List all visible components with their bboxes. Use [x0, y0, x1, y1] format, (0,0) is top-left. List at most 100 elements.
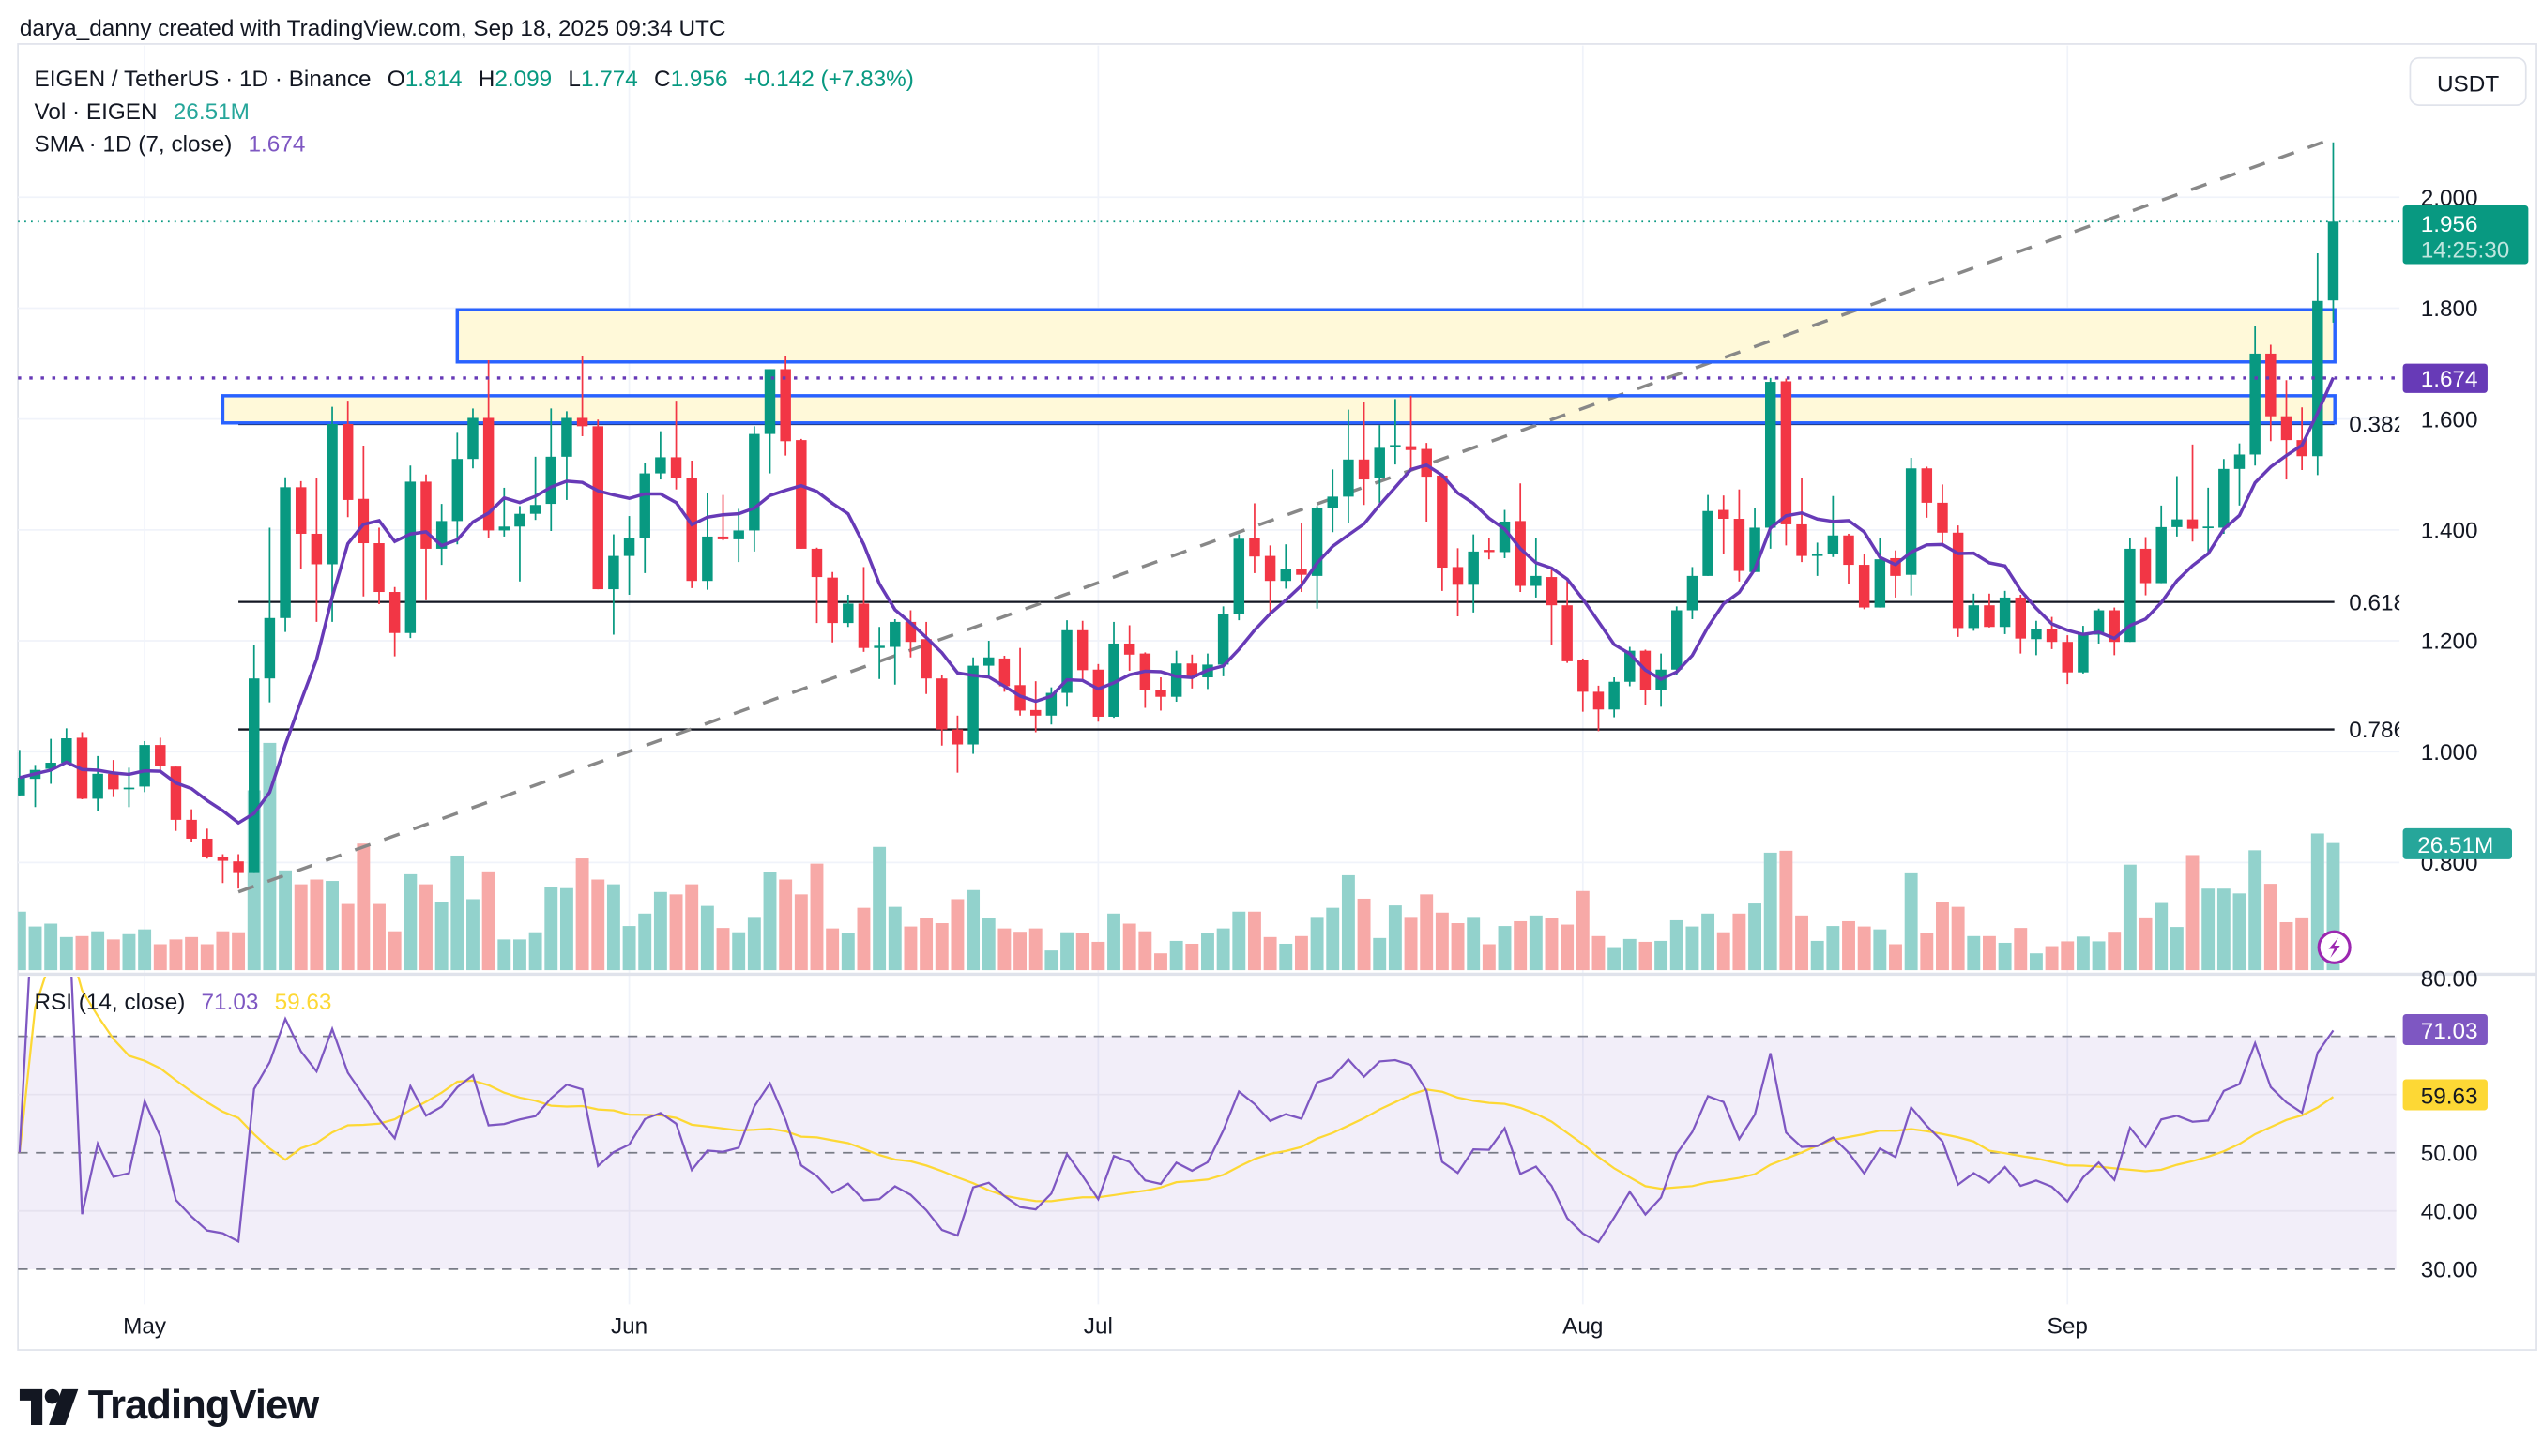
- volume-bar: [450, 855, 464, 971]
- rsi-label: RSI (14, close): [34, 988, 186, 1015]
- volume-bar: [122, 933, 136, 971]
- candle: [921, 621, 932, 694]
- candle-body: [1764, 382, 1776, 528]
- volume-bar: [1842, 920, 1855, 971]
- volume-legend[interactable]: Vol · EIGEN 26.51M: [34, 98, 249, 124]
- candle-body: [1045, 692, 1058, 716]
- sma-legend[interactable]: SMA · 1D (7, close) 1.674: [34, 130, 305, 157]
- candle-body: [2155, 526, 2167, 584]
- candle: [295, 480, 307, 569]
- candle: [1264, 545, 1276, 617]
- candle: [1374, 425, 1385, 503]
- volume-bar: [638, 913, 652, 971]
- candle: [623, 516, 635, 595]
- low-label: L: [568, 65, 581, 92]
- open-label: O: [387, 65, 405, 92]
- candle: [592, 419, 603, 590]
- candle-body: [1123, 643, 1135, 655]
- candle: [702, 493, 713, 590]
- tradingview-logo-text: TradingView: [87, 1382, 319, 1429]
- candle-body: [905, 621, 917, 643]
- candle: [2327, 142, 2339, 323]
- candle: [61, 728, 72, 764]
- volume-bar: [888, 906, 902, 971]
- candle-body: [1999, 597, 2011, 628]
- volume-bar: [951, 899, 965, 971]
- volume-bar: [1373, 937, 1387, 971]
- candle-body: [576, 417, 588, 427]
- volume-bar: [1138, 931, 1152, 971]
- rsi-value: 71.03: [201, 988, 259, 1015]
- tradingview-logo[interactable]: TradingView: [19, 1382, 319, 1430]
- volume-bar: [1748, 903, 1762, 971]
- candle-body: [233, 861, 244, 873]
- volume-bar: [2248, 850, 2262, 971]
- candle: [1233, 534, 1245, 621]
- volume-bar: [857, 907, 871, 971]
- candle: [76, 732, 88, 800]
- lightning-icon[interactable]: [2317, 930, 2352, 964]
- candle-body: [2015, 597, 2027, 639]
- candle-body: [2093, 610, 2105, 635]
- candle: [1718, 495, 1729, 554]
- volume-bar: [2216, 888, 2231, 971]
- candle-body: [155, 745, 166, 766]
- candle-body: [1811, 554, 1823, 556]
- currency-button[interactable]: USDT: [2409, 56, 2527, 106]
- volume-bar: [138, 929, 152, 971]
- price-axis-label: 1.400: [2421, 519, 2478, 544]
- volume-bar: [873, 846, 887, 971]
- volume-bar: [294, 884, 308, 971]
- candle: [843, 594, 854, 628]
- volume-bar: [1154, 953, 1167, 971]
- volume-bar: [75, 935, 89, 971]
- low-value: 1.774: [580, 65, 638, 92]
- volume-bar: [18, 911, 26, 971]
- candle: [1515, 483, 1526, 593]
- volume-bar: [1873, 929, 1887, 971]
- volume-bar: [2185, 855, 2200, 971]
- candle-body: [1437, 475, 1448, 569]
- volume-bar: [1263, 936, 1277, 971]
- candle-body: [780, 369, 791, 442]
- rsi-ma-badge-value: 59.63: [2421, 1084, 2478, 1110]
- candle-body: [1311, 508, 1323, 576]
- volume-bar: [1561, 924, 1575, 971]
- candle-body: [952, 729, 964, 745]
- rsi-pane[interactable]: [18, 862, 2397, 1270]
- volume-bar: [1075, 933, 1089, 971]
- rsi-ma-badge: 59.63: [2402, 1079, 2488, 1111]
- candle: [1796, 478, 1807, 563]
- candle: [1484, 538, 1495, 560]
- volume-bar: [1779, 850, 1793, 971]
- candle-body: [1029, 709, 1042, 716]
- candle: [1561, 581, 1573, 663]
- rsi-ma-line: [18, 977, 2335, 1203]
- candle-body: [2202, 526, 2214, 529]
- candle: [170, 766, 182, 831]
- volume-bar: [1028, 928, 1043, 971]
- candle: [1390, 399, 1401, 465]
- volume-bar: [185, 936, 199, 971]
- candle-body: [1076, 629, 1089, 671]
- volume-bar: [1810, 940, 1824, 971]
- candle: [1608, 677, 1620, 718]
- rsi-legend[interactable]: RSI (14, close) 71.03 59.63: [34, 988, 331, 1014]
- candle: [1984, 593, 1995, 628]
- candle-body: [1217, 614, 1229, 665]
- candle: [780, 356, 791, 456]
- volume-bar: [466, 899, 480, 971]
- volume-bar: [1185, 943, 1199, 971]
- candle-body: [451, 459, 464, 522]
- price-pane[interactable]: 0.382 0.618 0.786: [13, 137, 2406, 971]
- volume-bar: [1607, 947, 1622, 971]
- rsi-axis-label: 50.00: [2421, 1141, 2478, 1166]
- candle-body: [1405, 446, 1417, 450]
- candle-body: [2233, 454, 2246, 469]
- volume-bar: [341, 903, 355, 971]
- candle-body: [1686, 575, 1698, 611]
- symbol-legend[interactable]: EIGEN / TetherUS · 1D · Binance O1.814 H…: [34, 66, 913, 92]
- volume-bar: [513, 939, 526, 971]
- candle: [186, 809, 197, 842]
